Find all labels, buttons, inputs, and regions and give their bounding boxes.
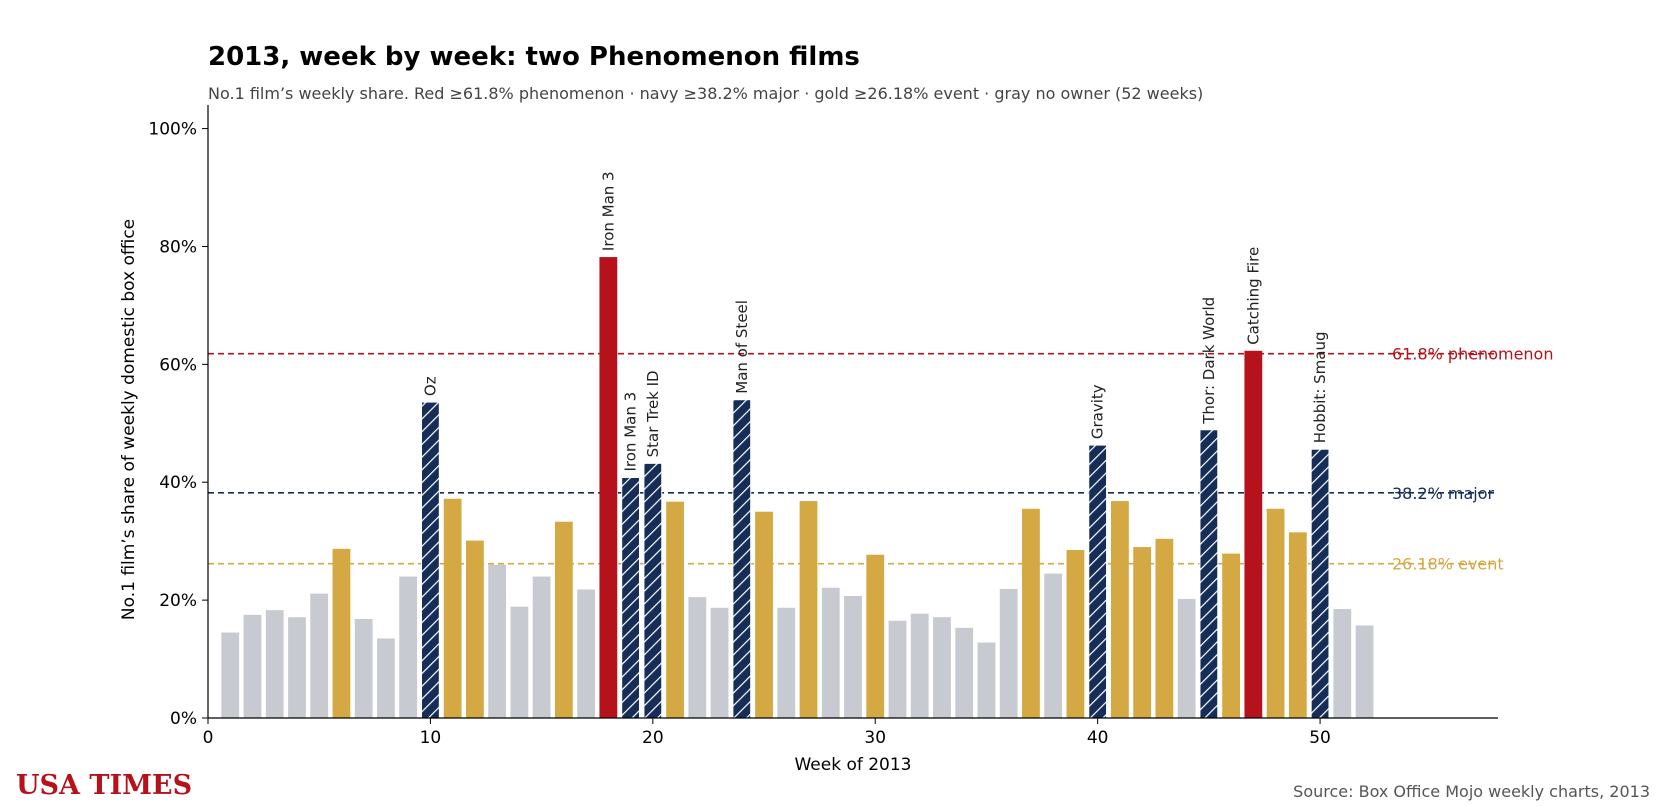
- bars: [221, 257, 1374, 719]
- bar-week-45: [1199, 429, 1219, 719]
- bar-week-2: [243, 614, 262, 718]
- bar-label-week-40: Gravity: [1089, 384, 1107, 439]
- bar-week-25: [755, 511, 773, 718]
- bar-week-3: [265, 610, 284, 718]
- y-tick-label: 0%: [170, 709, 197, 729]
- bar-week-5: [310, 593, 329, 718]
- threshold-label-major: 38.2% major: [1392, 484, 1495, 503]
- bar-label-week-24: Man of Steel: [733, 300, 751, 394]
- bar-week-9: [399, 576, 418, 718]
- bar-week-23: [710, 607, 729, 718]
- bar-week-31: [888, 620, 907, 718]
- bar-week-8: [377, 638, 395, 718]
- bar-week-10: [421, 401, 440, 719]
- threshold-lines: 61.8% phenomenon 38.2% major 26.18% event: [208, 345, 1553, 574]
- chart-title: 2013, week by week: two Phenomenon films: [208, 42, 860, 72]
- bar-week-18: [599, 257, 618, 718]
- bar-week-51: [1333, 608, 1352, 718]
- source-note: Source: Box Office Mojo weekly charts, 2…: [1293, 782, 1650, 801]
- bar-week-24: [732, 399, 752, 719]
- bar-week-28: [821, 587, 840, 718]
- bar-week-22: [688, 597, 707, 718]
- bar-week-16: [554, 521, 573, 718]
- x-tick-label: 20: [642, 728, 664, 748]
- bar-week-35: [977, 642, 996, 718]
- bar-week-4: [288, 617, 306, 718]
- bar-week-26: [777, 607, 796, 718]
- bar-label-week-10: Oz: [421, 376, 439, 396]
- axes: 0% 20% 40% 60% 80% 100% 0 10 20 30 40 50 Week of 201…: [119, 105, 1498, 775]
- bar-week-38: [1044, 573, 1063, 718]
- bar-label-week-19: Iron Man 3: [622, 392, 640, 472]
- bar-label-week-18: Iron Man 3: [599, 171, 617, 251]
- bar-week-48: [1266, 508, 1285, 718]
- y-tick-label: 80%: [159, 237, 197, 257]
- bar-week-37: [1022, 508, 1040, 718]
- bar-week-21: [666, 501, 684, 718]
- bar-week-41: [1111, 501, 1129, 718]
- bar-week-49: [1288, 532, 1307, 718]
- bar-week-32: [910, 613, 929, 718]
- bar-week-29: [844, 595, 862, 718]
- bar-week-11: [443, 498, 462, 718]
- bar-week-50: [1310, 448, 1330, 719]
- bar-week-47: [1244, 350, 1263, 718]
- bar-week-40: [1088, 444, 1108, 719]
- bar-week-42: [1133, 547, 1152, 718]
- bar-week-39: [1066, 550, 1085, 718]
- bar-week-12: [466, 540, 484, 718]
- threshold-label-event: 26.18% event: [1392, 555, 1504, 574]
- bar-week-7: [354, 618, 373, 718]
- bar-week-6: [332, 548, 351, 718]
- bar-week-44: [1177, 598, 1196, 718]
- bar-label-week-47: Catching Fire: [1244, 247, 1262, 345]
- x-tick-label: 10: [420, 728, 442, 748]
- chart-subtitle: No.1 film’s weekly share. Red ≥61.8% phe…: [208, 84, 1204, 103]
- brand-logo: USA TIMES: [16, 770, 193, 801]
- bar-week-34: [955, 627, 974, 718]
- bar-week-20: [643, 462, 663, 719]
- bar-week-15: [532, 576, 551, 718]
- bar-week-43: [1155, 538, 1174, 718]
- bar-week-27: [799, 501, 818, 718]
- bar-week-14: [510, 606, 529, 718]
- bar-label-week-45: Thor: Dark World: [1200, 297, 1218, 425]
- bar-week-17: [577, 589, 595, 718]
- x-tick-label: 0: [203, 728, 214, 748]
- y-tick-label: 20%: [159, 591, 197, 611]
- bar-week-46: [1222, 553, 1240, 718]
- y-tick-label: 40%: [159, 473, 197, 493]
- bar-week-19: [621, 477, 640, 719]
- bar-week-30: [866, 554, 885, 718]
- bar-week-36: [999, 588, 1018, 718]
- bar-week-52: [1355, 625, 1374, 718]
- bar-week-13: [488, 564, 507, 718]
- y-axis-label: No.1 film’s share of weekly domestic box…: [119, 219, 139, 620]
- bar-week-33: [933, 617, 951, 718]
- bar-label-week-50: Hobbit: Smaug: [1311, 331, 1329, 443]
- x-tick-label: 50: [1309, 728, 1331, 748]
- threshold-label-phenomenon: 61.8% phenomenon: [1392, 345, 1553, 364]
- x-axis-label: Week of 2013: [794, 755, 911, 775]
- x-tick-label: 40: [1087, 728, 1109, 748]
- bar-week-1: [221, 632, 240, 718]
- x-tick-label: 30: [864, 728, 886, 748]
- y-tick-label: 60%: [159, 355, 197, 375]
- y-tick-label: 100%: [148, 120, 197, 140]
- bar-label-week-20: Star Trek ID: [644, 370, 662, 457]
